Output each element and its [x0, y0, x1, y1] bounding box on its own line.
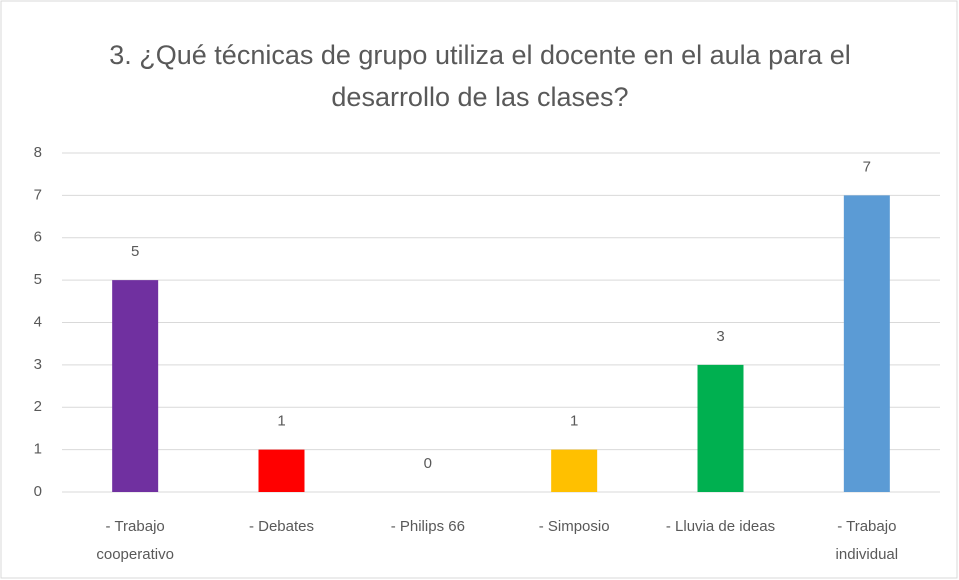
data-label: 1: [570, 413, 578, 430]
bar: [112, 280, 159, 492]
data-label: 5: [131, 243, 139, 260]
chart-title: 3. ¿Qué técnicas de grupo utiliza el doc…: [109, 40, 851, 112]
bar: [697, 364, 744, 492]
y-tick-label: 6: [34, 229, 42, 246]
data-label: 3: [716, 328, 724, 345]
y-tick-label: 8: [34, 144, 42, 161]
y-tick-label: 3: [34, 356, 42, 373]
data-label: 1: [277, 413, 285, 430]
x-tick-label: - Philips 66: [390, 518, 465, 535]
y-tick-label: 4: [34, 313, 42, 330]
y-tick-label: 2: [34, 398, 42, 415]
y-tick-label: 7: [34, 186, 42, 203]
y-tick-label: 5: [34, 271, 42, 288]
x-tick-label: - Trabajo individual: [835, 518, 899, 563]
y-tick-label: 0: [34, 483, 42, 500]
bar: [843, 195, 890, 492]
bar: [551, 449, 598, 492]
bar: [258, 449, 305, 492]
data-label: 0: [424, 455, 432, 472]
x-tick-label: - Simposio: [538, 518, 610, 535]
y-tick-label: 1: [34, 441, 42, 458]
x-tick-label: - Trabajo cooperativo: [96, 518, 174, 563]
data-label: 7: [863, 158, 871, 175]
x-tick-label: - Debates: [248, 518, 315, 535]
x-tick-label: - Lluvia de ideas: [665, 518, 776, 535]
